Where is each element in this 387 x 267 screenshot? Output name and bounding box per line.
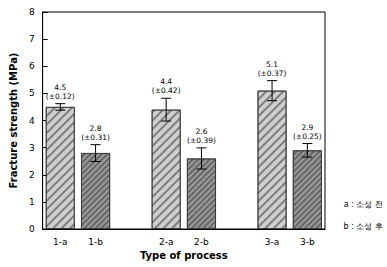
svg-text:a : 소성 전: a : 소성 전	[344, 200, 383, 209]
svg-text:(±0.12): (±0.12)	[46, 92, 75, 101]
svg-text:3: 3	[29, 143, 35, 153]
svg-text:(±0.31): (±0.31)	[81, 133, 110, 142]
svg-text:(±0.42): (±0.42)	[152, 86, 181, 95]
svg-text:3-a: 3-a	[265, 237, 280, 247]
svg-text:(±0.39): (±0.39)	[187, 136, 216, 145]
svg-text:2-b: 2-b	[194, 237, 209, 247]
svg-text:3-b: 3-b	[300, 237, 315, 247]
svg-text:4.5: 4.5	[54, 83, 66, 92]
svg-text:2.9: 2.9	[301, 123, 313, 132]
svg-text:8: 8	[29, 7, 35, 17]
svg-text:2.8: 2.8	[90, 124, 102, 133]
svg-text:5.1: 5.1	[266, 60, 278, 69]
svg-text:Type of process: Type of process	[140, 250, 228, 261]
svg-text:4.4: 4.4	[160, 77, 172, 86]
svg-text:7: 7	[29, 34, 35, 44]
svg-text:1: 1	[29, 197, 35, 207]
svg-text:(±0.25): (±0.25)	[293, 132, 322, 141]
svg-text:Fracture strength (MPa): Fracture strength (MPa)	[8, 53, 19, 189]
svg-text:b : 소성 후: b : 소성 후	[344, 222, 383, 231]
svg-text:(±0.37): (±0.37)	[258, 69, 287, 78]
svg-text:6: 6	[29, 61, 35, 71]
svg-text:0: 0	[29, 224, 35, 234]
svg-text:5: 5	[29, 88, 35, 98]
svg-text:2-a: 2-a	[159, 237, 174, 247]
svg-text:1-a: 1-a	[53, 237, 68, 247]
svg-text:2.6: 2.6	[195, 127, 207, 136]
svg-text:4: 4	[29, 116, 35, 126]
svg-text:1-b: 1-b	[88, 237, 103, 247]
svg-text:2: 2	[29, 170, 35, 180]
